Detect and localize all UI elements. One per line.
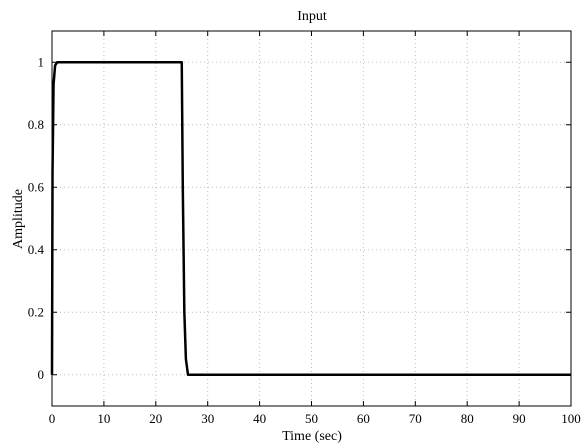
x-tick-label: 20 xyxy=(149,411,162,426)
x-tick-label: 30 xyxy=(201,411,214,426)
x-tick-label: 40 xyxy=(253,411,266,426)
x-tick-label: 90 xyxy=(513,411,526,426)
series-group xyxy=(50,61,571,376)
y-tick-label: 0.8 xyxy=(28,117,44,132)
x-tick-label: 100 xyxy=(561,411,581,426)
x-tick-label: 50 xyxy=(305,411,318,426)
x-axis-label: Time (sec) xyxy=(282,429,342,444)
y-tick-label: 0.4 xyxy=(28,242,45,257)
y-tick-label: 0.6 xyxy=(28,179,45,194)
x-tick-label: 10 xyxy=(97,411,110,426)
y-tick-label: 0.2 xyxy=(28,304,44,319)
y-tick-label: 0 xyxy=(38,367,45,382)
x-tick-label: 80 xyxy=(461,411,474,426)
x-tick-labels: 0 10 20 30 40 50 60 70 80 90 100 xyxy=(49,411,581,426)
y-tick-labels: 0 0.2 0.4 0.6 0.8 1 xyxy=(28,54,45,382)
ticks xyxy=(51,31,572,406)
x-tick-label: 0 xyxy=(49,411,56,426)
x-tick-label: 70 xyxy=(409,411,422,426)
series-line xyxy=(50,61,571,376)
grid xyxy=(51,31,572,406)
y-tick-label: 1 xyxy=(38,54,45,69)
y-axis-label: Amplitude xyxy=(11,189,26,249)
chart-title: Input xyxy=(297,9,327,24)
x-tick-label: 60 xyxy=(357,411,370,426)
